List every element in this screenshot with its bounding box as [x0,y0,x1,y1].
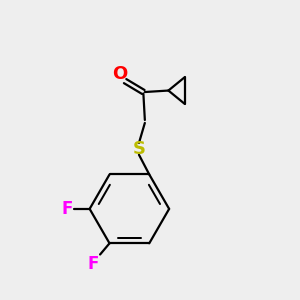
Text: O: O [112,65,128,83]
Text: F: F [88,255,99,273]
Text: S: S [133,140,146,158]
Text: F: F [61,200,73,218]
